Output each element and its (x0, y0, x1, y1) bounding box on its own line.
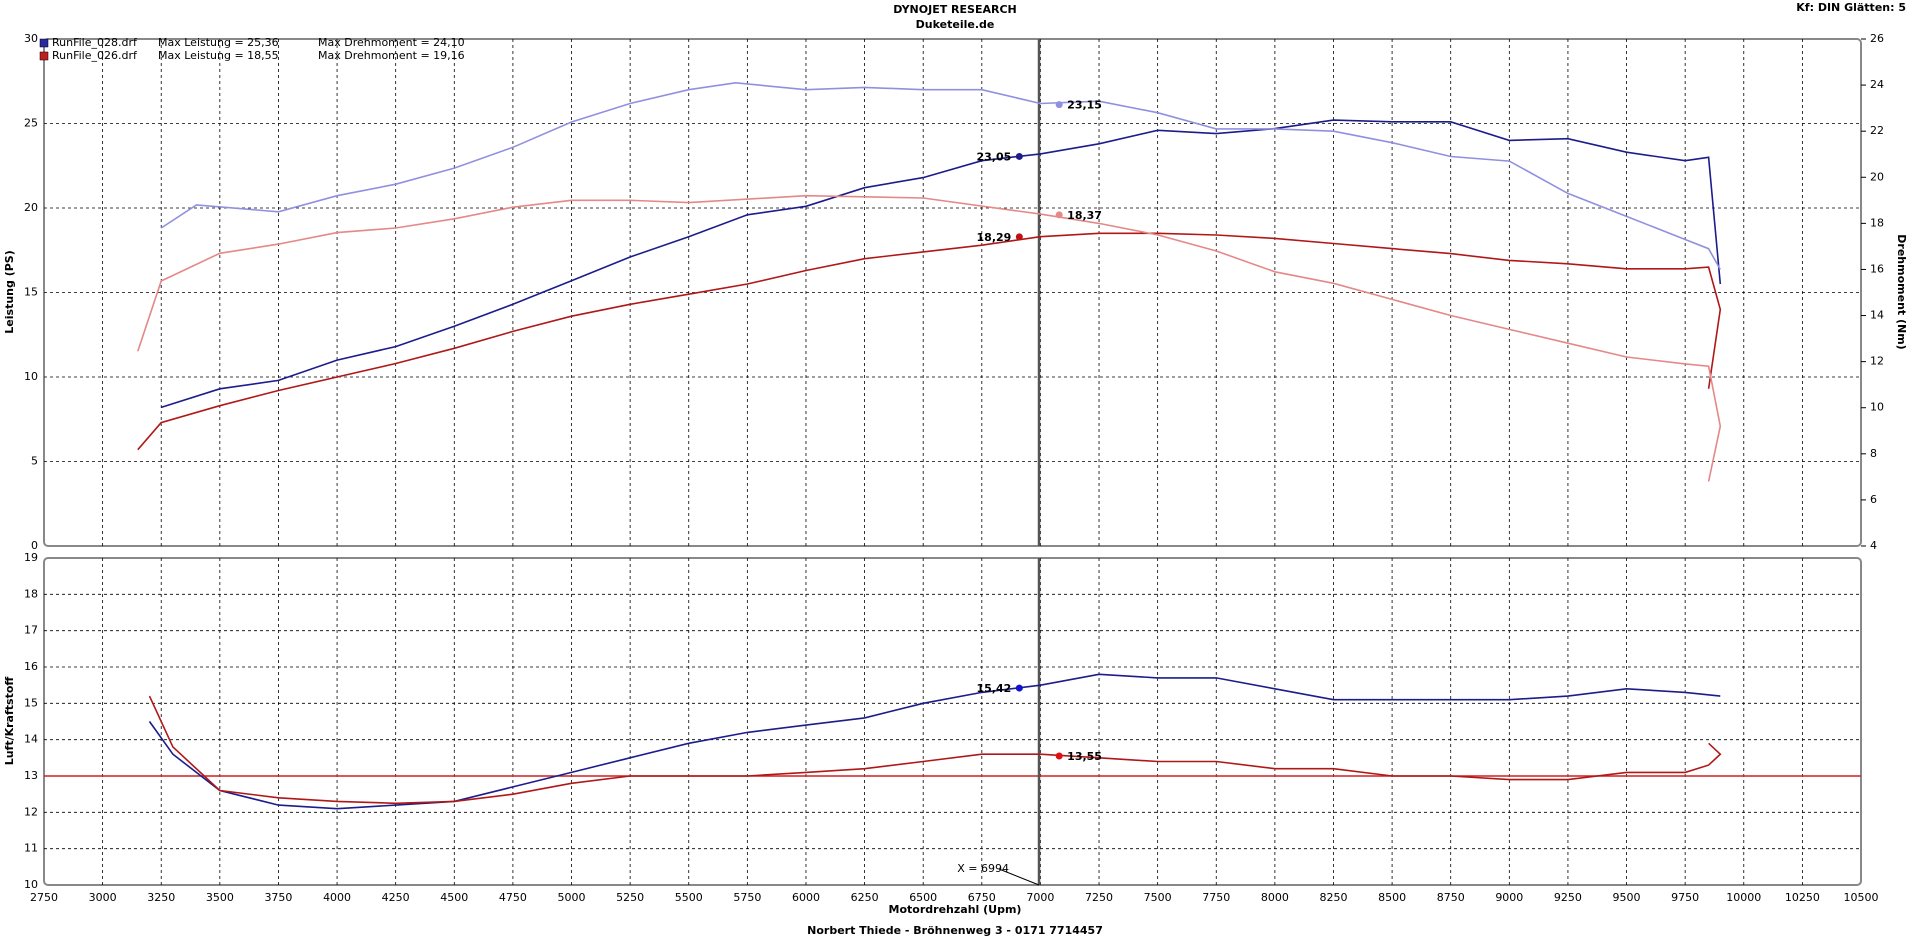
y-tick-label: 25 (24, 117, 38, 130)
x-tick-label: 5250 (616, 891, 644, 904)
x-tick-label: 9000 (1495, 891, 1523, 904)
x-tick-label: 6000 (792, 891, 820, 904)
marker-dot (1055, 211, 1063, 219)
afr-axis-label: Luft/Kraftstoff (3, 677, 16, 766)
x-tick-label: 6750 (968, 891, 996, 904)
marker-dot (1015, 233, 1023, 241)
x-tick-label: 4250 (382, 891, 410, 904)
x-tick-label: 8000 (1261, 891, 1289, 904)
x-tick-label: 3750 (264, 891, 292, 904)
y-tick-label: 19 (24, 551, 38, 564)
x-tick-label: 9250 (1554, 891, 1582, 904)
y-axis-label: Leistung (PS) (3, 250, 16, 333)
y-tick-label: 17 (24, 624, 38, 637)
x-tick-label: 5000 (558, 891, 586, 904)
y-tick-label: 14 (24, 733, 38, 746)
marker-label: 13,55 (1067, 750, 1102, 763)
legend-torque: Max Drehmoment = 24,10 (318, 36, 465, 49)
x-tick-label: 8750 (1437, 891, 1465, 904)
x-tick-label: 10000 (1726, 891, 1761, 904)
series-line (160, 81, 1721, 270)
cursor-pointer (998, 868, 1040, 886)
x-tick-label: 3000 (89, 891, 117, 904)
y-tick-label: 10 (24, 370, 38, 383)
x-tick-label: 7500 (1144, 891, 1172, 904)
y2-tick-label: 16 (1870, 262, 1884, 275)
x-tick-label: 6250 (851, 891, 879, 904)
cursor-label: X = 6994 (957, 862, 1009, 875)
x-tick-label: 4500 (440, 891, 468, 904)
marker-label: 23,15 (1067, 99, 1102, 112)
x-tick-label: 2750 (30, 891, 58, 904)
y-tick-label: 5 (31, 455, 38, 468)
x-tick-label: 7000 (1026, 891, 1054, 904)
y2-tick-label: 4 (1870, 539, 1877, 552)
x-tick-label: 9750 (1671, 891, 1699, 904)
title: DYNOJET RESEARCH (893, 3, 1016, 16)
series-line (137, 194, 1722, 482)
y2-tick-label: 14 (1870, 309, 1884, 322)
series-line (160, 119, 1722, 409)
legend-power: Max Leistung = 25,36 (158, 36, 279, 49)
marker-dot (1055, 101, 1063, 109)
x-tick-label: 10250 (1785, 891, 1820, 904)
legend-torque: Max Drehmoment = 19,16 (318, 49, 465, 62)
y-tick-label: 15 (24, 696, 38, 709)
x-tick-label: 7750 (1202, 891, 1230, 904)
y2-tick-label: 12 (1870, 355, 1884, 368)
y-tick-label: 30 (24, 32, 38, 45)
x-tick-label: 3500 (206, 891, 234, 904)
x-tick-label: 9500 (1613, 891, 1641, 904)
series-line (148, 673, 1721, 810)
x-tick-label: 7250 (1085, 891, 1113, 904)
x-tick-label: 5750 (733, 891, 761, 904)
y2-tick-label: 18 (1870, 216, 1884, 229)
x-tick-label: 8250 (1319, 891, 1347, 904)
y2-tick-label: 6 (1870, 493, 1877, 506)
y-tick-label: 16 (24, 660, 38, 673)
marker-label: 18,37 (1067, 209, 1102, 222)
subtitle: Duketeile.de (916, 18, 995, 31)
series-line (148, 695, 1722, 805)
y-tick-label: 15 (24, 286, 38, 299)
marker-dot (1015, 152, 1023, 160)
y-tick-label: 0 (31, 539, 38, 552)
legend-swatch (39, 38, 49, 48)
x-tick-label: 8500 (1378, 891, 1406, 904)
legend-swatch (39, 51, 49, 61)
legend-name: RunFile_028.drf (52, 36, 138, 49)
y-tick-label: 10 (24, 878, 38, 891)
legend-name: RunFile_026.drf (52, 49, 138, 62)
y-tick-label: 12 (24, 805, 38, 818)
x-tick-label: 10500 (1844, 891, 1879, 904)
settings-note: Kf: DIN Glätten: 5 (1796, 1, 1906, 14)
y-tick-label: 18 (24, 587, 38, 600)
marker-label: 23,05 (977, 150, 1012, 163)
x-tick-label: 3250 (147, 891, 175, 904)
y2-tick-label: 24 (1870, 78, 1884, 91)
y2-axis-label: Drehmoment (Nm) (1895, 234, 1908, 349)
marker-label: 18,29 (977, 231, 1012, 244)
x-tick-label: 4750 (499, 891, 527, 904)
legend-power: Max Leistung = 18,55 (158, 49, 279, 62)
x-tick-label: 6500 (909, 891, 937, 904)
y-tick-label: 13 (24, 769, 38, 782)
marker-dot (1055, 752, 1063, 760)
series-line (137, 232, 1722, 451)
x-tick-label: 4000 (323, 891, 351, 904)
x-tick-label: 5500 (675, 891, 703, 904)
x-axis-label: Motordrehzahl (Upm) (889, 903, 1022, 916)
marker-label: 15,42 (977, 682, 1012, 695)
y2-tick-label: 8 (1870, 447, 1877, 460)
footer: Norbert Thiede - Bröhnenweg 3 - 0171 771… (807, 924, 1103, 937)
y-tick-label: 20 (24, 201, 38, 214)
marker-dot (1015, 684, 1023, 692)
y-tick-label: 11 (24, 842, 38, 855)
y2-tick-label: 22 (1870, 124, 1884, 137)
y2-tick-label: 26 (1870, 32, 1884, 45)
bottom-frame (43, 557, 1862, 886)
y2-tick-label: 10 (1870, 401, 1884, 414)
y2-tick-label: 20 (1870, 170, 1884, 183)
